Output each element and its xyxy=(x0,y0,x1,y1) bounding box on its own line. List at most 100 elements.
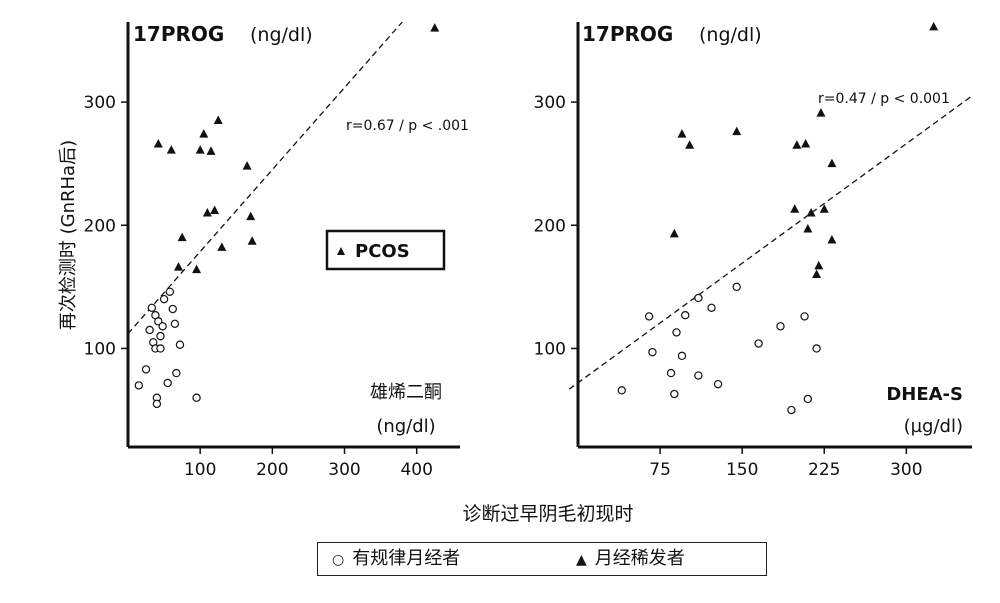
x-variable-label: DHEA-S xyxy=(886,384,963,405)
data-point-regular xyxy=(648,347,657,357)
data-point-regular xyxy=(694,293,703,303)
x-tick-label: 100 xyxy=(184,460,216,480)
data-point-regular xyxy=(168,304,177,314)
data-point-oligomenorrhea xyxy=(153,138,163,148)
data-point-oligomenorrhea xyxy=(206,146,216,155)
data-point-regular xyxy=(156,331,165,341)
y-tick-label: 100 xyxy=(84,339,116,359)
data-point-oligomenorrhea xyxy=(806,207,816,217)
x-tick-label: 75 xyxy=(649,460,671,480)
data-point-oligomenorrhea xyxy=(174,262,184,271)
x-variable-label: 雄烯二酮 xyxy=(370,382,442,403)
data-point-regular xyxy=(158,322,167,331)
data-point-regular xyxy=(147,303,157,312)
data-point-oligomenorrhea xyxy=(827,158,837,168)
regression-trend-line xyxy=(127,21,403,335)
data-point-oligomenorrhea xyxy=(213,115,223,125)
data-point-regular xyxy=(192,393,201,402)
data-point-oligomenorrhea xyxy=(242,161,252,170)
data-point-regular xyxy=(672,328,681,337)
data-point-oligomenorrhea xyxy=(790,204,800,213)
data-point-oligomenorrhea xyxy=(792,140,802,149)
pcos-inset-label: PCOS xyxy=(355,241,410,262)
data-point-regular xyxy=(787,405,796,415)
data-point-oligomenorrhea xyxy=(199,129,209,138)
data-point-regular xyxy=(170,319,180,329)
data-point-regular xyxy=(165,287,175,296)
panel-title: 17PROG xyxy=(582,22,673,46)
data-point-oligomenorrhea xyxy=(192,264,202,274)
panel-title-unit: (ng/dl) xyxy=(699,24,762,46)
data-point-oligomenorrhea xyxy=(929,21,939,31)
data-point-oligomenorrhea xyxy=(814,260,824,270)
data-point-regular xyxy=(141,365,151,374)
data-point-regular xyxy=(681,310,690,320)
y-tick-label: 100 xyxy=(534,339,566,359)
data-point-regular xyxy=(644,312,654,321)
open-circle-icon: ○ xyxy=(332,552,345,568)
panel-title-unit: (ng/dl) xyxy=(250,24,313,46)
data-point-oligomenorrhea xyxy=(210,205,220,214)
y-tick-label: 200 xyxy=(84,216,116,236)
y-tick-label: 200 xyxy=(534,216,566,236)
data-point-oligomenorrhea xyxy=(247,236,257,245)
data-point-regular xyxy=(145,325,154,335)
data-point-regular xyxy=(694,371,703,380)
data-point-regular xyxy=(707,303,716,312)
data-point-regular xyxy=(152,399,162,409)
x-variable-unit: (µg/dl) xyxy=(904,416,963,437)
y-tick-label: 300 xyxy=(84,93,116,113)
data-point-regular xyxy=(163,378,172,388)
panel-title: 17PROG xyxy=(133,22,224,46)
scatter-panel-androstenedione: 100 200 300 100 200 300 400 17PROG (ng/dl) r=0.67… xyxy=(84,21,469,480)
data-point-regular xyxy=(776,322,785,331)
data-point-oligomenorrhea xyxy=(801,138,811,148)
data-point-oligomenorrhea xyxy=(812,269,822,279)
data-point-oligomenorrhea xyxy=(803,223,813,233)
data-point-regular xyxy=(617,386,626,395)
x-variable-unit: (ng/dl) xyxy=(376,416,435,437)
data-point-regular xyxy=(159,294,169,304)
data-point-oligomenorrhea xyxy=(177,232,187,242)
scatter-panel-dhea-s: 100 200 300 75 150 225 300 17PROG (ng/dl) r=0.47 … xyxy=(534,21,973,480)
data-point-oligomenorrhea xyxy=(816,108,826,117)
x-tick-label: 400 xyxy=(400,460,432,480)
data-point-regular xyxy=(800,312,809,321)
pcos-inset-box xyxy=(325,229,446,271)
data-point-regular xyxy=(670,389,679,399)
data-point-oligomenorrhea xyxy=(669,228,679,238)
data-point-regular xyxy=(713,379,723,389)
legend-item-oligomenorrhea: ▲ 月经稀发者 xyxy=(576,548,685,571)
x-tick-label: 150 xyxy=(726,460,758,480)
data-point-regular xyxy=(172,368,181,378)
x-axis-label: 诊断过早阴毛初现时 xyxy=(462,503,633,525)
data-point-oligomenorrhea xyxy=(246,211,256,221)
data-point-regular xyxy=(156,344,165,353)
legend-item-regular: ○ 有规律月经者 xyxy=(332,548,460,571)
data-point-oligomenorrhea xyxy=(819,204,829,213)
data-point-regular xyxy=(677,351,687,361)
pcos-triangle-icon xyxy=(337,247,345,255)
data-point-oligomenorrhea xyxy=(677,129,687,138)
data-point-oligomenorrhea xyxy=(195,145,205,154)
data-point-oligomenorrhea xyxy=(202,207,212,217)
y-axis-label: 再次检测时 (GnRHa后) xyxy=(58,140,79,330)
data-point-oligomenorrhea xyxy=(732,126,742,136)
data-point-regular xyxy=(803,394,813,404)
data-point-regular xyxy=(175,340,185,349)
data-point-regular xyxy=(754,339,763,348)
data-point-oligomenorrhea xyxy=(685,140,695,149)
data-point-regular xyxy=(666,368,676,378)
x-tick-label: 300 xyxy=(328,460,360,480)
data-point-oligomenorrhea xyxy=(430,23,440,32)
x-tick-label: 225 xyxy=(808,460,840,480)
x-tick-label: 300 xyxy=(890,460,922,480)
data-point-oligomenorrhea xyxy=(827,235,837,244)
data-point-regular xyxy=(134,381,144,390)
data-point-regular xyxy=(732,282,741,292)
data-point-oligomenorrhea xyxy=(217,242,227,251)
filled-triangle-icon: ▲ xyxy=(576,552,587,568)
x-tick-label: 200 xyxy=(256,460,288,480)
correlation-annotation: r=0.47 / p < 0.001 xyxy=(818,91,950,107)
